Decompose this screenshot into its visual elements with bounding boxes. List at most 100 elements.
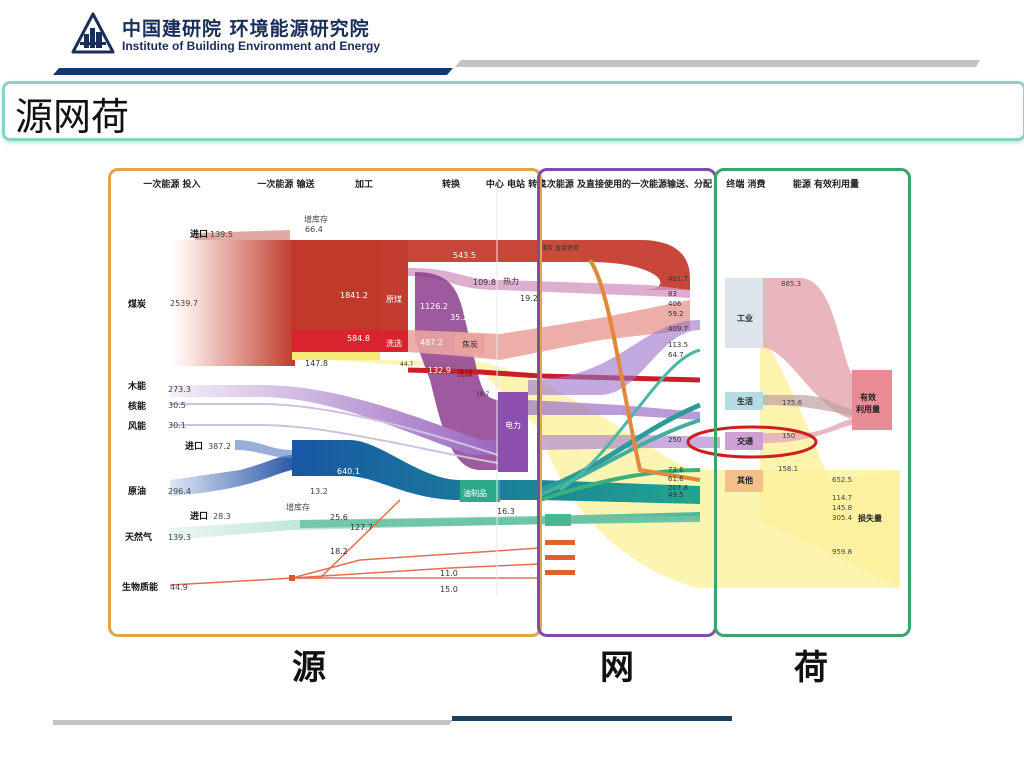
svg-text:114.7: 114.7 [832,494,852,502]
svg-text:进口: 进口 [185,440,203,452]
svg-text:其他: 其他 [737,475,753,485]
svg-text:18.2: 18.2 [330,547,348,556]
svg-text:66.4: 66.4 [305,225,323,234]
svg-text:天然气: 天然气 [125,531,152,543]
svg-text:损失量: 损失量 [858,513,882,523]
svg-text:能源 有效利用量: 能源 有效利用量 [793,178,859,190]
svg-text:64.7: 64.7 [668,351,684,359]
footer-divider-blue [452,716,732,721]
building-emblem-icon [71,12,115,54]
svg-text:207.8: 207.8 [668,484,688,492]
svg-text:二次能源 及直接使用的一次能源输送、分配: 二次能源 及直接使用的一次能源输送、分配 [538,178,712,190]
institute-name-cn: 中国建研院 环境能源研究院 [122,18,370,40]
source-region-frame [108,168,542,637]
load-caption: 荷 [794,648,828,688]
svg-text:交通: 交通 [737,436,753,446]
svg-text:原油: 原油 [128,485,146,497]
svg-text:127.7: 127.7 [350,523,373,532]
svg-text:61.6: 61.6 [668,475,684,483]
node-coal-direct [540,240,580,262]
svg-text:409.7: 409.7 [668,325,688,333]
svg-text:132.9: 132.9 [428,366,451,375]
svg-text:工业: 工业 [737,313,753,323]
svg-text:终端 消费: 终端 消费 [725,178,765,190]
header-divider-gray [455,60,980,67]
institute-logo: 中国建研院 环境能源研究院 Institute of Building Envi… [70,10,410,58]
svg-text:油制品: 油制品 [463,488,487,498]
svg-text:1841.2: 1841.2 [340,291,368,300]
svg-text:1126.2: 1126.2 [420,302,448,311]
svg-text:273.3: 273.3 [168,385,191,394]
svg-text:73.6: 73.6 [668,466,684,474]
svg-text:热力: 热力 [503,276,519,286]
svg-text:158.1: 158.1 [778,465,798,473]
svg-text:16.3: 16.3 [497,507,515,516]
svg-text:885.3: 885.3 [781,280,801,288]
svg-text:652.5: 652.5 [832,476,852,484]
svg-text:18.7: 18.7 [476,391,490,398]
svg-text:一次能源 投入: 一次能源 投入 [143,178,200,190]
svg-text:543.5: 543.5 [453,251,476,260]
grid-region-frame [537,168,717,637]
svg-text:15.0: 15.0 [440,585,458,594]
svg-text:59.2: 59.2 [668,310,684,318]
svg-text:487.2: 487.2 [420,338,443,347]
svg-text:584.8: 584.8 [347,334,370,343]
svg-text:进口: 进口 [190,228,208,240]
svg-text:109.8: 109.8 [473,278,496,287]
svg-text:风能: 风能 [128,420,146,432]
svg-text:959.8: 959.8 [832,548,852,556]
svg-text:转换: 转换 [442,178,461,190]
svg-text:406: 406 [668,300,682,308]
svg-text:35.2: 35.2 [450,313,468,322]
svg-text:44.9: 44.9 [170,583,188,592]
svg-text:煤炭: 煤炭 [128,298,146,310]
svg-text:电力: 电力 [505,420,521,430]
svg-text:175.6: 175.6 [782,399,803,407]
svg-text:113.5: 113.5 [668,341,688,349]
svg-text:生活: 生活 [737,396,753,406]
svg-text:30.1: 30.1 [168,421,186,430]
source-caption: 源 [292,648,326,688]
svg-text:核能: 核能 [128,400,146,412]
svg-text:83: 83 [668,290,677,298]
svg-text:焦炭: 焦炭 [462,339,478,349]
svg-text:进口: 进口 [190,510,208,522]
svg-text:640.1: 640.1 [337,467,360,476]
svg-text:有效: 有效 [860,392,876,402]
svg-text:30.5: 30.5 [168,401,186,410]
svg-text:增库存: 增库存 [304,214,328,224]
svg-text:387.2: 387.2 [208,442,231,451]
footer-divider-gray [53,720,453,725]
grid-caption: 网 [600,648,634,688]
load-region-frame [714,168,911,637]
svg-text:401.7: 401.7 [668,275,688,283]
svg-text:增库存: 增库存 [286,502,310,512]
highlight-ellipse-transport [686,425,818,459]
svg-text:生物质能: 生物质能 [122,581,158,593]
svg-text:139.5: 139.5 [210,230,233,239]
svg-text:49.5: 49.5 [668,491,684,499]
svg-text:145.8: 145.8 [832,504,852,512]
slide-title: 源网荷 [15,95,130,139]
svg-text:煤炭 直接使用: 煤炭 直接使用 [541,244,579,252]
svg-text:原煤: 原煤 [386,294,402,304]
svg-text:中心 电站 转换: 中心 电站 转换 [486,178,547,190]
svg-text:11.0: 11.0 [440,569,458,578]
svg-text:木能: 木能 [127,380,146,392]
svg-text:一次能源 输送: 一次能源 输送 [257,178,315,190]
svg-text:28.3: 28.3 [213,512,231,521]
svg-text:25.6: 25.6 [330,513,348,522]
svg-text:利用量: 利用量 [855,404,880,414]
svg-text:洗选: 洗选 [386,338,402,348]
institute-name-en: Institute of Building Environment and En… [122,39,381,53]
svg-text:13.2: 13.2 [310,487,328,496]
svg-text:加工: 加工 [354,178,373,190]
svg-text:44.7: 44.7 [400,361,414,368]
svg-text:2539.7: 2539.7 [170,299,198,308]
svg-text:139.3: 139.3 [168,533,191,542]
svg-text:250: 250 [668,436,681,444]
svg-text:147.8: 147.8 [305,359,328,368]
title-banner: 源网荷 [2,81,1024,141]
